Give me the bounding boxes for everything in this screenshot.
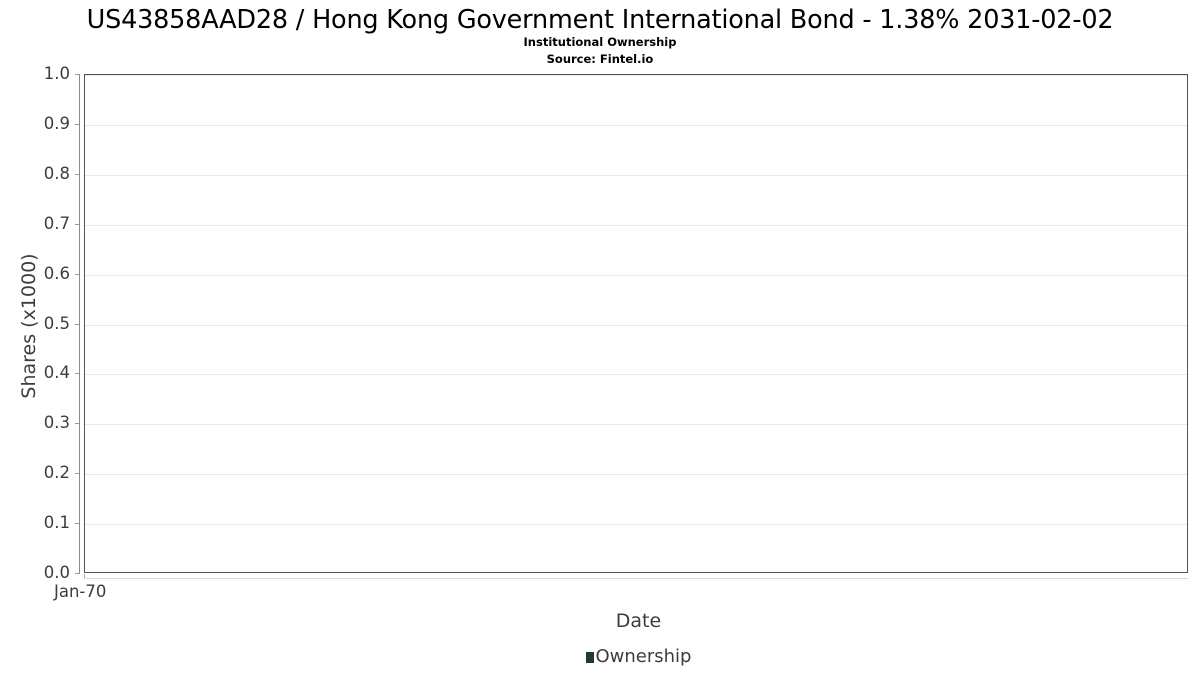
y-axis-tick-mark: [75, 273, 79, 275]
gridline: [85, 274, 1187, 276]
x-axis-title: Date: [615, 610, 662, 632]
chart-source-attribution: Source: Fintel.io: [546, 52, 654, 66]
y-axis-tick-mark: [75, 323, 79, 325]
y-axis-tick-mark: [75, 123, 79, 125]
gridline: [85, 174, 1187, 176]
y-axis-tick-mark: [75, 173, 79, 175]
y-axis-tick-mark: [75, 74, 79, 75]
gridline: [85, 524, 1187, 526]
y-axis-tick-labels: 1.0 0.9 0.8 0.7 0.6 0.5 0.4 0.3 0.2 0.1 0.0: [0, 0, 70, 675]
gridline: [85, 124, 1187, 126]
legend-swatch-icon: [585, 651, 594, 663]
y-axis-tick-label: 1.0: [43, 64, 70, 83]
chart-legend: Ownership: [0, 648, 1200, 666]
y-axis-tick-label: 0.4: [43, 363, 70, 383]
y-axis-tick-label: 0.1: [43, 513, 70, 533]
gridline: [85, 224, 1187, 226]
y-axis-tick-mark: [75, 373, 79, 375]
chart-title: US43858AAD28 / Hong Kong Government Inte…: [86, 5, 1114, 35]
y-axis-tick-label: 0.0: [43, 563, 70, 582]
y-axis-spine: [79, 74, 80, 574]
y-axis-tick-mark: [75, 423, 79, 425]
y-axis-tick-label: 0.5: [43, 313, 70, 333]
gridline: [85, 374, 1187, 376]
gridline: [85, 424, 1187, 426]
y-axis-tick-mark: [75, 523, 79, 525]
x-axis-underline: [84, 578, 1188, 579]
gridline: [85, 474, 1187, 476]
chart-subtitle: Institutional Ownership: [523, 35, 677, 49]
y-axis-tick-mark: [75, 573, 79, 574]
y-axis-tick-mark: [75, 473, 79, 475]
x-axis-tick-label: Jan-70: [54, 582, 107, 601]
y-axis-tick-label: 0.8: [43, 163, 70, 183]
y-axis-tick-label: 0.2: [43, 463, 70, 483]
plot-area: [84, 74, 1188, 573]
y-axis-tick-label: 0.9: [43, 113, 70, 133]
y-axis-tick-mark: [75, 223, 79, 225]
y-axis-title: Shares (x1000): [18, 253, 40, 399]
y-axis-tick-label: 0.6: [43, 263, 70, 283]
y-axis-tick-label: 0.3: [43, 413, 70, 433]
legend-item-label: Ownership: [595, 646, 692, 667]
gridline: [85, 324, 1187, 326]
x-axis-tick-mark: [84, 574, 85, 578]
y-axis-tick-label: 0.7: [43, 213, 70, 233]
gridline: [85, 75, 1187, 76]
legend-item[interactable]: Ownership: [585, 646, 692, 667]
